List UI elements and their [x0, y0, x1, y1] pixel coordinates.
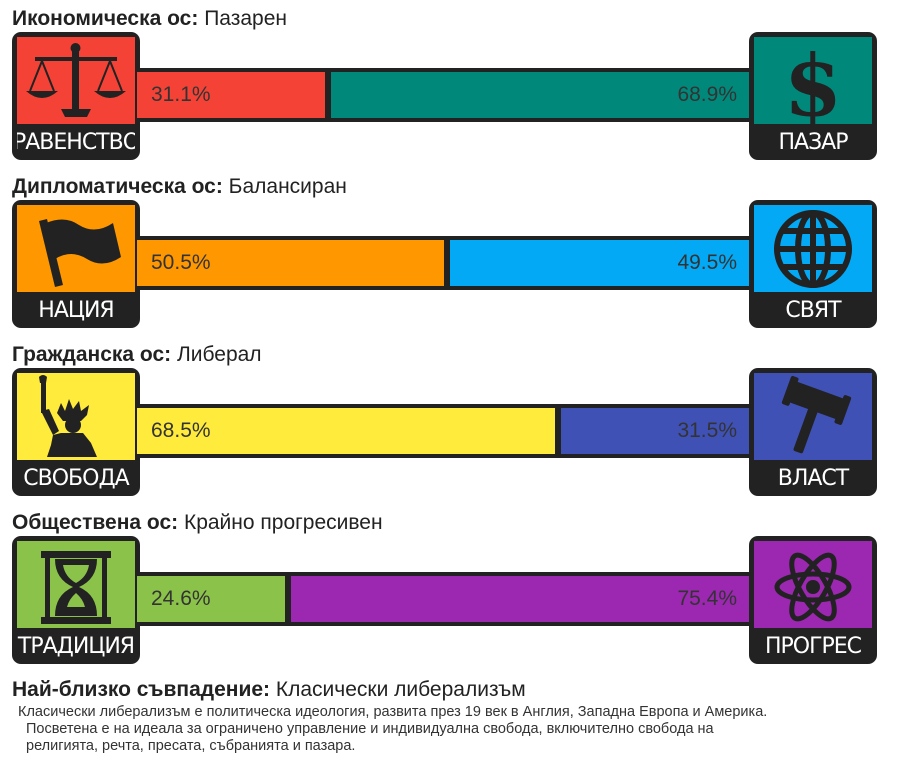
liberty-percent: 68.5%	[151, 419, 211, 442]
liberty-icon-box: СВОБОДА	[12, 368, 140, 496]
progress-percent: 75.4%	[677, 587, 737, 610]
axis-name: Дипломатическа ос:	[12, 175, 223, 198]
tradition-segment	[137, 576, 285, 622]
world-label: СВЯТ	[754, 292, 872, 323]
tradition-percent: 24.6%	[151, 587, 211, 610]
liberty-label: СВОБОДА	[17, 460, 135, 491]
market-label: ПАЗАР	[754, 124, 872, 155]
axis-value: Либерал	[176, 343, 262, 366]
progress-label: ПРОГРЕС	[754, 628, 872, 659]
tradition-icon-box: ТРАДИЦИЯ	[12, 536, 140, 664]
equality-percent: 31.1%	[151, 83, 211, 106]
progress-icon-box: ПРОГРЕС	[749, 536, 877, 664]
axis-name: Обществена ос:	[12, 511, 179, 534]
tradition-label: ТРАДИЦИЯ	[17, 628, 135, 659]
nation-percent: 50.5%	[151, 251, 211, 274]
flag-icon	[39, 219, 121, 287]
axis-value: Балансиран	[228, 175, 347, 198]
world-icon-box: СВЯТ	[749, 200, 877, 328]
description-line: Класически либерализъм е политическа иде…	[18, 704, 768, 720]
authority-percent: 31.5%	[677, 419, 737, 442]
axis-value: Крайно прогресивен	[183, 511, 383, 534]
equality-label: РАВЕНСТВО	[17, 124, 135, 155]
authority-label: ВЛАСТ	[754, 460, 872, 491]
axis-value: Пазарен	[204, 7, 288, 30]
dollar-icon: $	[784, 37, 842, 135]
authority-segment	[561, 408, 751, 454]
progress-segment	[291, 576, 751, 622]
liberty-segment	[137, 408, 555, 454]
closest-match-value: Класически либерализъм	[275, 678, 526, 701]
closest-match-label: Най-близко съвпадение:	[12, 678, 271, 701]
market-percent: 68.9%	[677, 83, 737, 106]
equality-icon-box: РАВЕНСТВО	[12, 32, 140, 160]
svg-text:$: $	[784, 37, 842, 135]
equality-segment	[137, 72, 325, 118]
gavel-icon	[781, 375, 852, 454]
closest-match-description: Класически либерализъм е политическа иде…	[18, 704, 878, 755]
description-line: Посветена е на идеала за ограничено упра…	[26, 721, 714, 737]
authority-icon-box: ВЛАСТ	[749, 368, 877, 496]
description-line: религията, речта, пресата, събранията и …	[26, 738, 356, 754]
nation-icon-box: НАЦИЯ	[12, 200, 140, 328]
diplomatic-bar: 50.5% 49.5%	[137, 236, 751, 290]
world-segment	[450, 240, 751, 286]
hourglass-icon	[41, 551, 111, 624]
societal-axis-title: Обществена ос: Крайно прогресивен	[12, 511, 383, 535]
market-segment	[331, 72, 751, 118]
atom-icon	[774, 552, 852, 622]
world-percent: 49.5%	[677, 251, 737, 274]
nation-label: НАЦИЯ	[17, 292, 135, 323]
axis-name: Икономическа ос:	[12, 7, 199, 30]
civil-axis-title: Гражданска ос: Либерал	[12, 343, 262, 367]
economic-bar: 31.1% 68.9%	[137, 68, 751, 122]
economic-axis-title: Икономическа ос: Пазарен	[12, 7, 287, 31]
societal-bar: 24.6% 75.4%	[137, 572, 751, 626]
market-icon-box: $ ПАЗАР	[749, 32, 877, 160]
axis-name: Гражданска ос:	[12, 343, 172, 366]
statue-of-liberty-icon	[39, 375, 97, 457]
nation-segment	[137, 240, 444, 286]
globe-icon	[774, 210, 852, 288]
civil-bar: 68.5% 31.5%	[137, 404, 751, 458]
closest-match-title: Най-близко съвпадение: Класически либера…	[12, 678, 526, 702]
scales-icon	[26, 43, 126, 117]
diplomatic-axis-title: Дипломатическа ос: Балансиран	[12, 175, 347, 199]
